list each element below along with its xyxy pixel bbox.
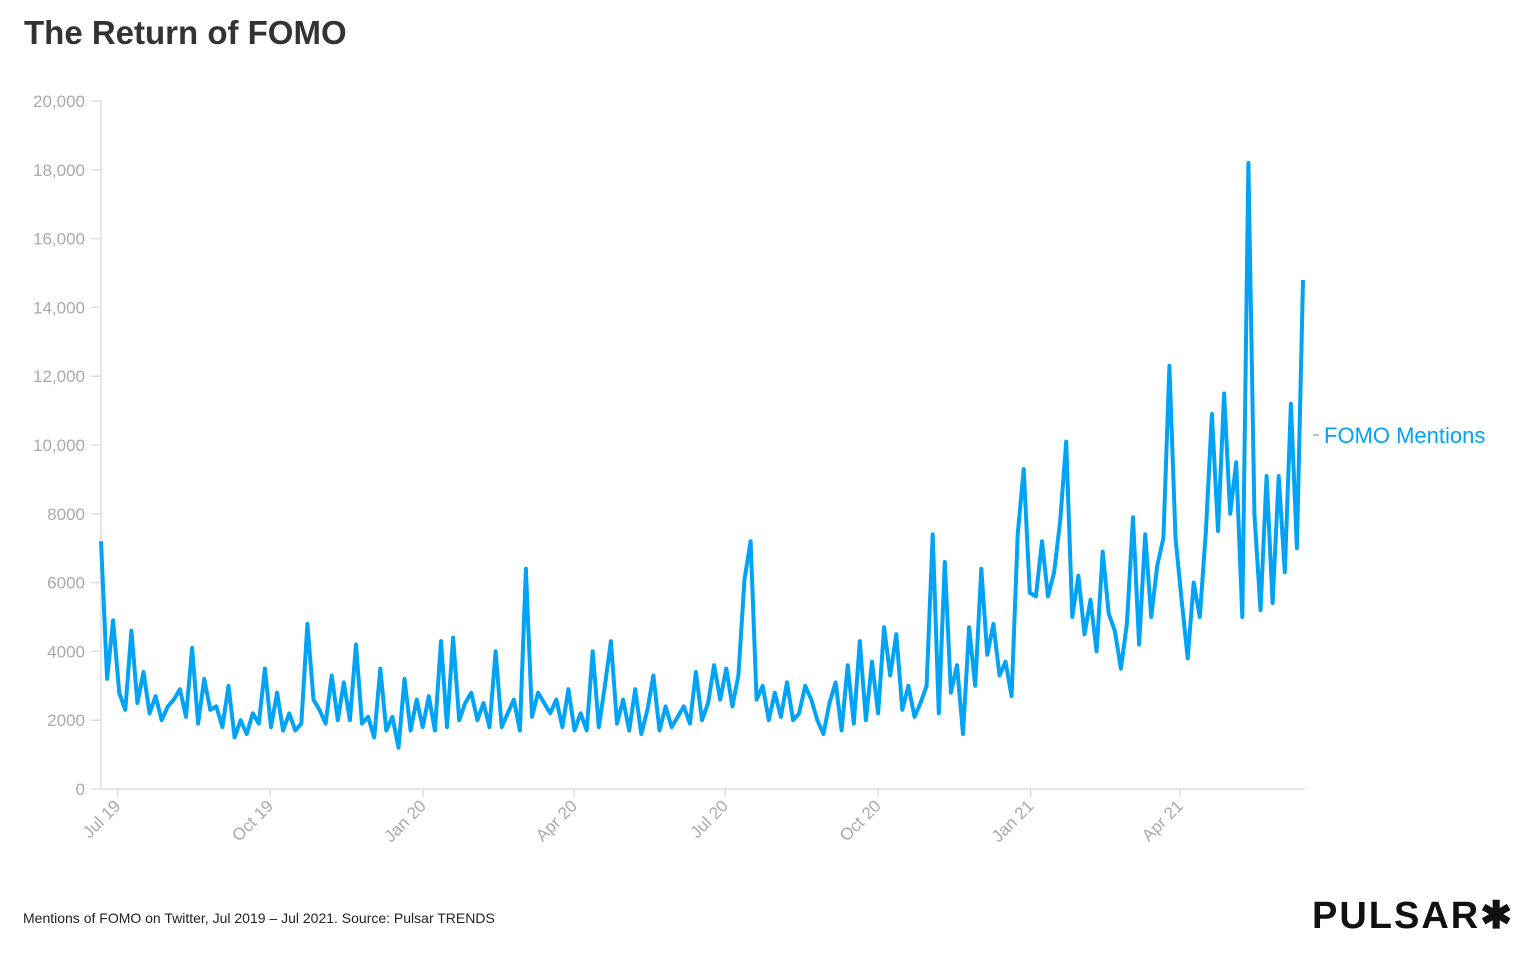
- x-tick-label: Jan 20: [380, 796, 430, 846]
- y-tick-label: 18,000: [33, 161, 85, 180]
- y-tick-label: 14,000: [33, 298, 85, 317]
- chart-title: The Return of FOMO: [24, 14, 347, 51]
- y-tick-label: 20,000: [33, 92, 85, 111]
- legend-label: FOMO Mentions: [1324, 423, 1485, 448]
- y-tick-label: 16,000: [33, 230, 85, 249]
- y-tick-label: 8000: [47, 505, 85, 524]
- x-tick-label: Oct 20: [836, 796, 885, 845]
- y-tick-label: 2000: [47, 711, 85, 730]
- x-tick-label: Apr 21: [1138, 796, 1187, 845]
- y-tick-label: 6000: [47, 574, 85, 593]
- y-tick-label: 4000: [47, 642, 85, 661]
- y-tick-label: 12,000: [33, 367, 85, 386]
- pulsar-logo: PULSAR✱: [1312, 895, 1515, 937]
- series-line-fomo-mentions: [99, 160, 1305, 750]
- x-tick-label: Jan 21: [988, 796, 1038, 846]
- x-tick-label: Oct 19: [228, 796, 277, 845]
- chart-caption: Mentions of FOMO on Twitter, Jul 2019 – …: [23, 910, 495, 926]
- y-tick-label: 10,000: [33, 436, 85, 455]
- x-tick-label: Jul 20: [687, 796, 733, 842]
- y-tick-label: 0: [76, 780, 85, 799]
- x-tick-label: Jul 19: [79, 796, 125, 842]
- x-tick-label: Apr 20: [532, 796, 581, 845]
